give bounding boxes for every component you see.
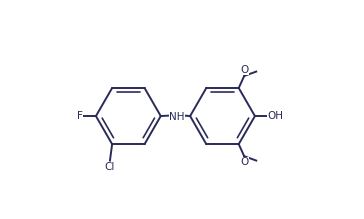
Text: Cl: Cl — [105, 162, 115, 172]
Text: F: F — [77, 111, 83, 121]
Text: NH: NH — [169, 111, 185, 122]
Text: O: O — [240, 157, 248, 167]
Text: O: O — [240, 65, 248, 75]
Text: OH: OH — [268, 111, 284, 121]
